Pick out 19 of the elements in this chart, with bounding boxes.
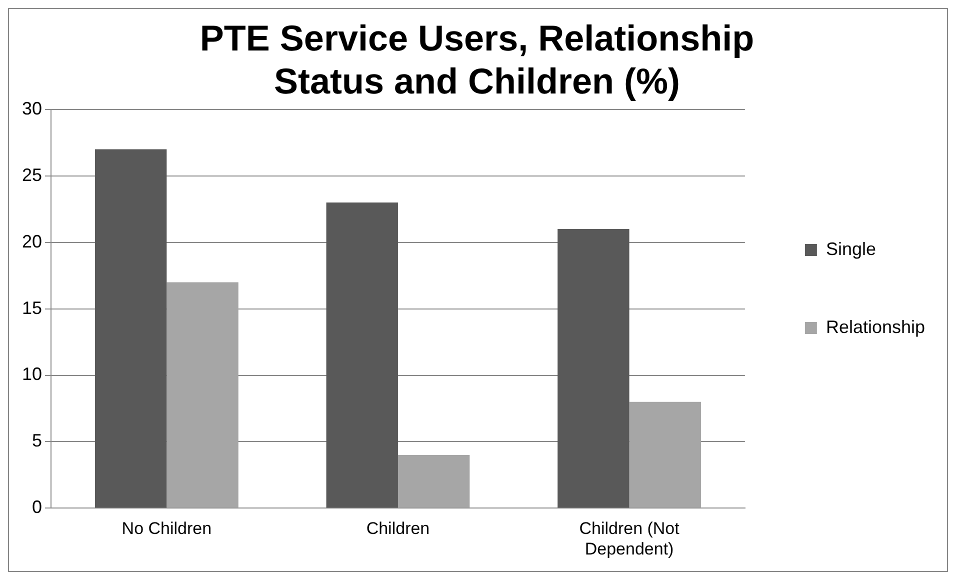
bar [629, 402, 701, 508]
bar [398, 455, 470, 508]
legend-label: Relationship [826, 316, 925, 337]
y-tick-label: 15 [22, 298, 42, 318]
chart-title: PTE Service Users, Relationship Status and Children (%) [200, 18, 754, 102]
x-tick-label: Children (Not Dependent) [579, 519, 680, 558]
y-tick-label: 30 [22, 98, 42, 118]
bar [326, 202, 398, 508]
y-tick-label: 10 [22, 364, 42, 384]
bar [166, 282, 238, 508]
y-tick-label: 5 [32, 430, 42, 451]
y-tick-label: 0 [32, 497, 42, 518]
x-tick-label: Children [366, 519, 430, 538]
legend-label: Single [826, 238, 876, 259]
bar [94, 149, 167, 508]
x-tick-label: No Children [122, 519, 212, 538]
y-tick-label: 20 [22, 231, 42, 252]
y-tick-label: 25 [22, 164, 42, 185]
bar [558, 229, 630, 508]
